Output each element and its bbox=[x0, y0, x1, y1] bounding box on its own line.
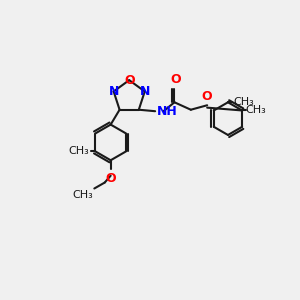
Text: CH₃: CH₃ bbox=[233, 97, 254, 107]
Text: CH₃: CH₃ bbox=[72, 190, 93, 200]
Text: N: N bbox=[140, 85, 150, 98]
Text: O: O bbox=[202, 90, 212, 103]
Text: CH₃: CH₃ bbox=[246, 106, 266, 116]
Text: NH: NH bbox=[157, 105, 177, 118]
Text: O: O bbox=[171, 73, 181, 86]
Text: O: O bbox=[124, 74, 134, 87]
Text: CH₃: CH₃ bbox=[68, 146, 89, 156]
Text: O: O bbox=[105, 172, 116, 184]
Text: N: N bbox=[109, 85, 119, 98]
